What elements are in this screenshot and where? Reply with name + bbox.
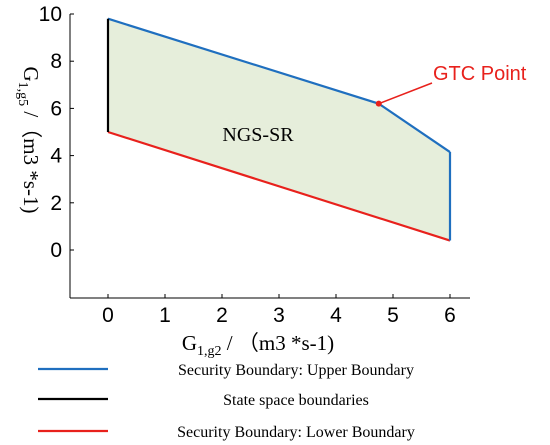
legend-label: Security Boundary: Upper Boundary: [178, 362, 414, 379]
legend-label: State space boundaries: [223, 392, 369, 409]
x-tick-label-4: 4: [330, 304, 342, 327]
y-tick-label-8: 8: [50, 50, 62, 73]
y-tick-label-2: 2: [50, 192, 62, 215]
legend-item: State space boundaries: [38, 392, 369, 409]
y-axis-label: G1,g5 /（m3 *s-1): [15, 67, 43, 214]
legend-item: Security Boundary: Upper Boundary: [38, 362, 414, 379]
x-axis-label: G1,g2 / （m3 *s-1): [182, 331, 334, 359]
x-tick-label-5: 5: [387, 304, 399, 327]
y-tick-label-4: 4: [50, 145, 62, 168]
x-tick-label-1: 1: [159, 304, 171, 327]
y-tick-label-10: 10: [39, 3, 62, 26]
x-tick-label-3: 3: [273, 304, 285, 327]
x-tick-label-0: 0: [102, 304, 114, 327]
region-label: NGS-SR: [222, 124, 294, 146]
x-tick-label-6: 6: [444, 304, 456, 327]
gtc-annotation-label: GTC Point: [433, 63, 527, 85]
feasible-region: [108, 18, 450, 241]
gtc-annotation-leader: [378, 82, 433, 105]
y-tick-label-6: 6: [50, 97, 62, 120]
lower-boundary-line: [107, 130, 451, 242]
x-tick-label-2: 2: [216, 304, 228, 327]
legend-label: Security Boundary: Lower Boundary: [177, 424, 415, 441]
y-tick-label-0: 0: [50, 239, 62, 262]
legend-item: Security Boundary: Lower Boundary: [38, 424, 415, 441]
